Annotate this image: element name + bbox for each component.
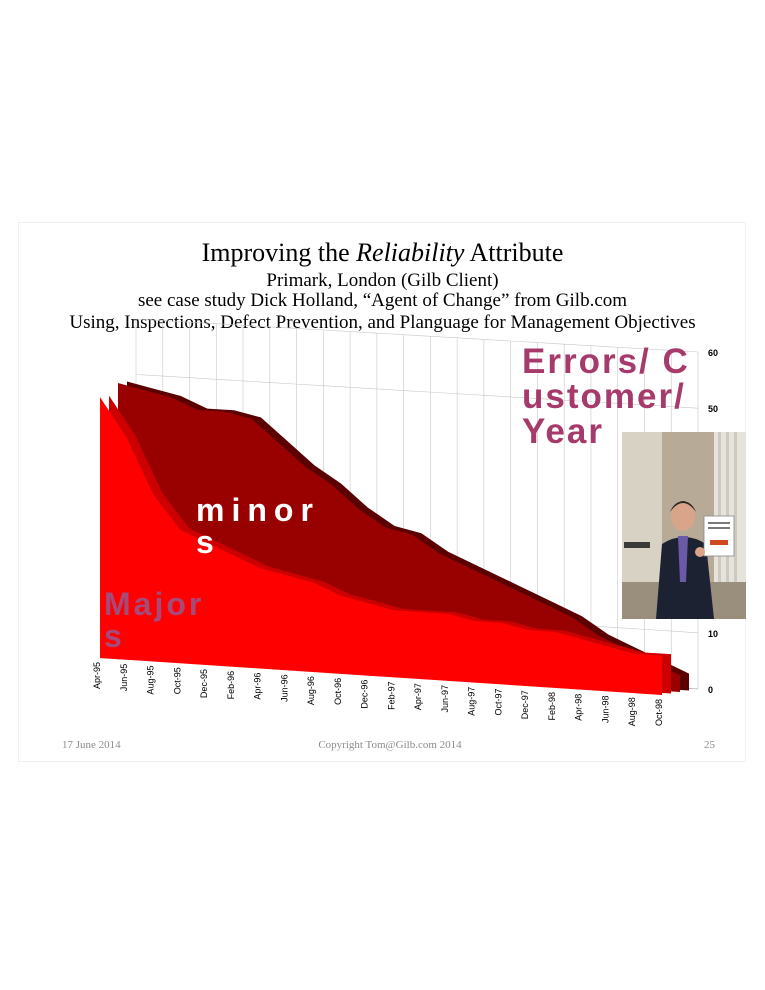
x-tick-label: Apr-97 [413, 683, 423, 710]
x-tick-label: Oct-95 [172, 667, 182, 694]
grid-line [135, 374, 699, 409]
footer-date: 17 June 2014 [62, 739, 121, 751]
x-tick-label: Feb-96 [226, 671, 236, 700]
x-tick-label: Oct-97 [493, 688, 503, 715]
x-tick-label: Aug-97 [467, 687, 477, 716]
y-tick-label: 50 [708, 404, 718, 414]
x-tick-label: Apr-96 [253, 673, 263, 700]
x-tick-label: Aug-98 [627, 697, 637, 726]
minors-series-label: minors [196, 492, 320, 560]
grid-line [135, 318, 699, 353]
x-tick-label: Oct-96 [333, 678, 343, 705]
slide-subtitle-methods: Using, Inspections, Defect Prevention, a… [69, 312, 696, 333]
slide-title: Improving the Reliability Attribute [201, 238, 564, 267]
y-tick-label: 10 [708, 629, 718, 639]
x-tick-label: Apr-95 [92, 662, 102, 689]
slide-subtitle-case-study: see case study Dick Holland, “Agent of C… [137, 290, 628, 311]
y-axis-label: Errors/ Customer/ Year [522, 342, 690, 451]
presenter-photo [622, 432, 746, 619]
x-tick-label: Jun-95 [119, 664, 129, 692]
x-tick-label: Jun-97 [440, 685, 450, 713]
x-tick-label: Jun-96 [279, 674, 289, 702]
y-tick-label: 60 [708, 348, 718, 358]
x-tick-label: Feb-97 [386, 681, 396, 710]
x-tick-label: Aug-96 [306, 676, 316, 705]
x-tick-label: Feb-98 [547, 692, 557, 721]
x-tick-label: Aug-95 [146, 666, 156, 695]
x-tick-label: Dec-97 [520, 690, 530, 719]
x-tick-label: Dec-96 [360, 680, 370, 709]
x-tick-label: Oct-98 [654, 699, 664, 726]
x-tick-label: Apr-98 [574, 694, 584, 721]
y-tick-label: 0 [708, 685, 713, 695]
majors-series-label: Majors [104, 586, 205, 654]
x-tick-label: Jun-98 [600, 695, 610, 723]
slide-subtitle-client: Primark, London (Gilb Client) [266, 270, 499, 291]
footer-copyright: Copyright Tom@Gilb.com 2014 [318, 739, 462, 751]
majors-area [100, 397, 662, 695]
footer-page-number: 25 [704, 739, 715, 751]
x-tick-label: Dec-95 [199, 669, 209, 698]
